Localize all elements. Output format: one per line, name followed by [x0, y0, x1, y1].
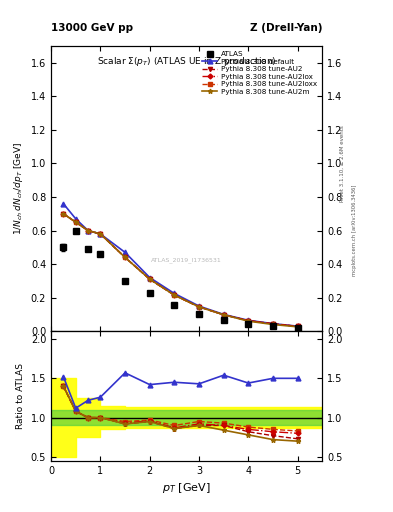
Pythia 8.308 tune-AU2lox: [123, 254, 127, 261]
Pythia 8.308 tune-AU2m: [61, 211, 66, 217]
Pythia 8.308 tune-AU2lox: [61, 211, 66, 217]
Pythia 8.308 tune-AU2: [147, 276, 152, 282]
Pythia 8.308 default: [123, 249, 127, 255]
Line: Pythia 8.308 tune-AU2m: Pythia 8.308 tune-AU2m: [61, 211, 300, 329]
Pythia 8.308 tune-AU2lox: [196, 304, 201, 310]
Pythia 8.308 default: [196, 303, 201, 309]
Pythia 8.308 tune-AU2lox: [147, 276, 152, 282]
Legend: ATLAS, Pythia 8.308 default, Pythia 8.308 tune-AU2, Pythia 8.308 tune-AU2lox, Py: ATLAS, Pythia 8.308 default, Pythia 8.30…: [199, 48, 320, 98]
Pythia 8.308 tune-AU2lox: [172, 292, 177, 298]
Pythia 8.308 tune-AU2loxx: [221, 312, 226, 318]
Pythia 8.308 tune-AU2lox: [221, 312, 226, 318]
Pythia 8.308 tune-AU2lox: [98, 231, 103, 237]
Pythia 8.308 tune-AU2: [172, 292, 177, 298]
Pythia 8.308 tune-AU2lox: [73, 219, 78, 225]
Pythia 8.308 default: [246, 317, 251, 324]
Pythia 8.308 tune-AU2: [73, 219, 78, 225]
Pythia 8.308 tune-AU2loxx: [271, 321, 275, 327]
Text: Z (Drell-Yan): Z (Drell-Yan): [250, 23, 322, 33]
Line: Pythia 8.308 tune-AU2: Pythia 8.308 tune-AU2: [61, 212, 300, 328]
Pythia 8.308 default: [172, 290, 177, 296]
Pythia 8.308 default: [221, 311, 226, 317]
Text: ATLAS_2019_I1736531: ATLAS_2019_I1736531: [151, 257, 222, 263]
Pythia 8.308 tune-AU2: [295, 323, 300, 329]
Pythia 8.308 tune-AU2: [196, 304, 201, 310]
Pythia 8.308 default: [271, 321, 275, 327]
Pythia 8.308 tune-AU2loxx: [61, 211, 66, 217]
Pythia 8.308 tune-AU2m: [221, 312, 226, 318]
Pythia 8.308 tune-AU2loxx: [73, 219, 78, 225]
X-axis label: $p_T$ [GeV]: $p_T$ [GeV]: [162, 481, 211, 495]
Y-axis label: Ratio to ATLAS: Ratio to ATLAS: [16, 363, 25, 429]
Pythia 8.308 default: [86, 227, 90, 233]
Pythia 8.308 tune-AU2: [61, 211, 66, 217]
Pythia 8.308 tune-AU2m: [86, 227, 90, 233]
Pythia 8.308 tune-AU2loxx: [147, 276, 152, 282]
Pythia 8.308 tune-AU2m: [98, 231, 103, 237]
Text: Rivet 3.1.10, ≥ 2.6M events: Rivet 3.1.10, ≥ 2.6M events: [340, 125, 345, 202]
Line: Pythia 8.308 default: Pythia 8.308 default: [61, 201, 300, 329]
Pythia 8.308 tune-AU2m: [246, 318, 251, 324]
Pythia 8.308 tune-AU2loxx: [123, 254, 127, 261]
Text: 13000 GeV pp: 13000 GeV pp: [51, 23, 133, 33]
Pythia 8.308 default: [73, 216, 78, 222]
Text: Scalar $\Sigma(p_T)$ (ATLAS UE in Z production): Scalar $\Sigma(p_T)$ (ATLAS UE in Z prod…: [97, 55, 276, 68]
Pythia 8.308 tune-AU2lox: [271, 321, 275, 327]
Pythia 8.308 tune-AU2lox: [246, 317, 251, 324]
Pythia 8.308 tune-AU2m: [147, 276, 152, 282]
Pythia 8.308 tune-AU2: [86, 227, 90, 233]
Pythia 8.308 default: [98, 231, 103, 237]
Pythia 8.308 default: [61, 201, 66, 207]
Pythia 8.308 tune-AU2loxx: [172, 292, 177, 298]
Y-axis label: $1/N_{ch}\,dN_{ch}/dp_T$ [GeV]: $1/N_{ch}\,dN_{ch}/dp_T$ [GeV]: [12, 142, 25, 235]
Pythia 8.308 tune-AU2m: [295, 324, 300, 330]
Pythia 8.308 tune-AU2loxx: [98, 231, 103, 237]
Pythia 8.308 tune-AU2: [221, 312, 226, 318]
Bar: [51, 410, 322, 425]
Pythia 8.308 tune-AU2: [98, 231, 103, 237]
Pythia 8.308 tune-AU2m: [73, 219, 78, 225]
Pythia 8.308 tune-AU2: [123, 254, 127, 261]
Pythia 8.308 tune-AU2m: [271, 322, 275, 328]
Pythia 8.308 tune-AU2loxx: [295, 323, 300, 329]
Pythia 8.308 tune-AU2m: [123, 254, 127, 261]
Pythia 8.308 default: [295, 323, 300, 329]
Pythia 8.308 default: [147, 274, 152, 281]
Pythia 8.308 tune-AU2: [271, 321, 275, 327]
Pythia 8.308 tune-AU2: [246, 317, 251, 324]
Line: Pythia 8.308 tune-AU2lox: Pythia 8.308 tune-AU2lox: [62, 212, 299, 328]
Pythia 8.308 tune-AU2loxx: [86, 227, 90, 233]
Pythia 8.308 tune-AU2lox: [295, 323, 300, 329]
Pythia 8.308 tune-AU2m: [172, 292, 177, 298]
Line: Pythia 8.308 tune-AU2loxx: Pythia 8.308 tune-AU2loxx: [62, 212, 299, 328]
Pythia 8.308 tune-AU2m: [196, 304, 201, 310]
Pythia 8.308 tune-AU2loxx: [196, 304, 201, 310]
Text: mcplots.cern.ch [arXiv:1306.3436]: mcplots.cern.ch [arXiv:1306.3436]: [352, 185, 357, 276]
Pythia 8.308 tune-AU2lox: [86, 227, 90, 233]
Pythia 8.308 tune-AU2loxx: [246, 317, 251, 324]
